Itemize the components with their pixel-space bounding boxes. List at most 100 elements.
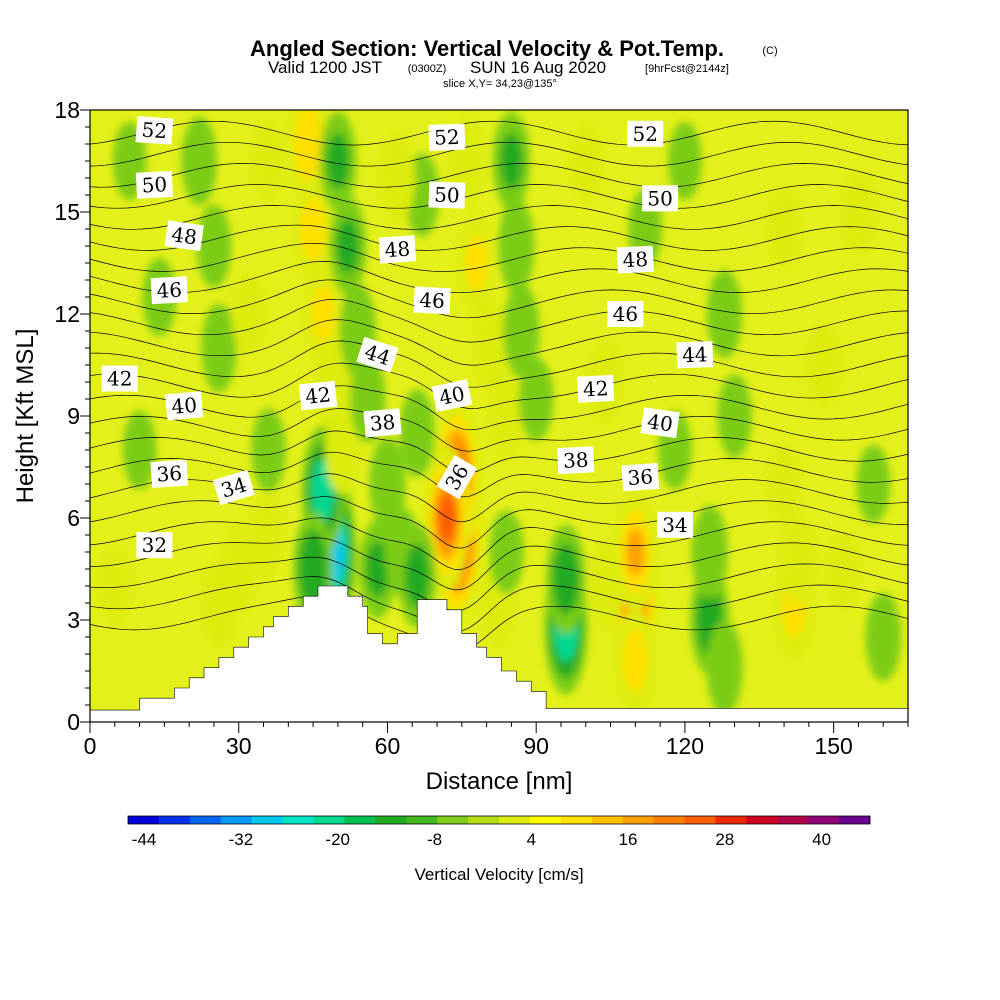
- x-tick-label: 120: [666, 733, 704, 759]
- theta-isoline: [90, 184, 908, 209]
- contour-label: 36: [150, 459, 189, 489]
- velocity-cell: [293, 110, 323, 183]
- contour-label-text: 52: [141, 118, 168, 144]
- colorbar-swatches: [128, 816, 871, 824]
- contour-label: 46: [413, 286, 451, 315]
- colorbar-swatch: [653, 816, 685, 824]
- colorbar-swatch: [344, 816, 376, 824]
- velocity-cell: [473, 301, 510, 395]
- x-tick-label: 150: [814, 733, 852, 759]
- contour-label-text: 50: [141, 172, 168, 197]
- x-tick-label: 0: [84, 733, 97, 759]
- y-tick-label: 3: [67, 607, 80, 633]
- velocity-cell: [767, 189, 801, 269]
- contour-label-text: 50: [647, 186, 672, 210]
- valid-time: Valid 1200 JST: [268, 58, 382, 77]
- velocity-cell: [865, 592, 901, 682]
- copyright-mark: (C): [762, 45, 777, 57]
- chart-title: Angled Section: Vertical Velocity & Pot.…: [250, 36, 724, 61]
- x-tick-label: 60: [375, 733, 401, 759]
- contour-label-box: [428, 123, 466, 151]
- velocity-cell: [856, 444, 891, 524]
- velocity-cell: [325, 405, 361, 495]
- contour-label-box: [136, 532, 173, 559]
- theta-isoline: [90, 362, 908, 409]
- colorbar-tick-label: -32: [229, 830, 254, 849]
- velocity-cell: [668, 121, 702, 201]
- velocity-cell: [326, 133, 350, 189]
- velocity-cell: [181, 116, 217, 206]
- velocity-cell: [122, 410, 157, 490]
- contour-label-text: 40: [170, 393, 197, 419]
- contour-label: 38: [557, 446, 595, 475]
- y-axis-label: Height [Kft MSL]: [12, 329, 39, 504]
- velocity-cell: [498, 199, 535, 293]
- contour-label: 42: [298, 380, 338, 411]
- valid-date: SUN 16 Aug 2020: [470, 58, 606, 77]
- colorbar-swatch: [220, 816, 253, 824]
- velocity-cell: [465, 235, 489, 291]
- colorbar-swatch: [777, 816, 809, 824]
- contour-label-box: [150, 276, 188, 305]
- contour-label-box: [298, 380, 338, 411]
- contour-label-box: [627, 120, 664, 147]
- colorbar-swatch: [746, 816, 778, 824]
- contour-label: 44: [676, 341, 714, 369]
- theta-isoline: [90, 576, 908, 633]
- theta-contours: [90, 120, 908, 653]
- velocity-cell: [97, 546, 132, 626]
- velocity-cell: [568, 121, 603, 201]
- contour-label-text: 46: [156, 278, 183, 303]
- contour-label: 52: [428, 123, 466, 151]
- contour-label-box: [150, 459, 189, 489]
- y-tick-label: 18: [54, 97, 80, 123]
- colorbar-swatch: [189, 816, 222, 824]
- velocity-cell: [404, 544, 430, 608]
- y-tick-label: 12: [54, 301, 80, 327]
- velocity-cell: [552, 543, 580, 615]
- contour-label: 36: [621, 462, 660, 492]
- contour-label-text: 48: [170, 222, 199, 249]
- contour-label: 52: [135, 116, 174, 145]
- contour-label-box: [557, 446, 595, 475]
- contour-label-text: 36: [627, 464, 654, 490]
- contour-label: 48: [616, 245, 654, 274]
- contour-label: 50: [428, 181, 466, 209]
- contour-label: 40: [165, 391, 204, 421]
- velocity-cell: [806, 323, 842, 407]
- theta-isoline: [90, 298, 908, 343]
- velocity-cell: [311, 286, 335, 342]
- velocity-cell: [503, 284, 540, 378]
- colorbar-swatch: [158, 816, 191, 824]
- contour-label: 34: [212, 469, 255, 506]
- contour-label-text: 40: [646, 409, 675, 436]
- contour-label-text: 32: [142, 533, 167, 557]
- colorbar-swatch: [128, 816, 160, 824]
- contour-label-text: 46: [613, 302, 638, 326]
- contour-label-box: [428, 181, 466, 209]
- contour-label-text: 40: [437, 381, 467, 410]
- colorbar-tick-label: 16: [619, 830, 638, 849]
- contour-label-text: 52: [434, 125, 460, 150]
- contour-label-box: [363, 408, 402, 438]
- colorbar-swatch: [591, 816, 624, 824]
- contour-label-box: [621, 462, 660, 492]
- contour-label-box: [577, 374, 615, 403]
- contour-label-text: 48: [384, 237, 411, 263]
- terrain: [90, 585, 908, 722]
- contour-label: 32: [136, 532, 173, 559]
- y-tick-label: 0: [67, 709, 80, 735]
- contour-label-box: [165, 391, 204, 421]
- vertical-velocity-field: [97, 110, 901, 715]
- velocity-cell: [717, 374, 752, 458]
- colorbar-swatch: [715, 816, 747, 824]
- colorbar-frame: [127, 815, 871, 825]
- theta-isoline: [90, 408, 908, 452]
- velocity-cell: [625, 528, 645, 576]
- velocity-cell: [300, 197, 326, 261]
- colorbar-swatch: [468, 816, 500, 824]
- contour-label: 46: [150, 276, 188, 305]
- forecast-info: [9hrFcst@2144z]: [645, 63, 729, 75]
